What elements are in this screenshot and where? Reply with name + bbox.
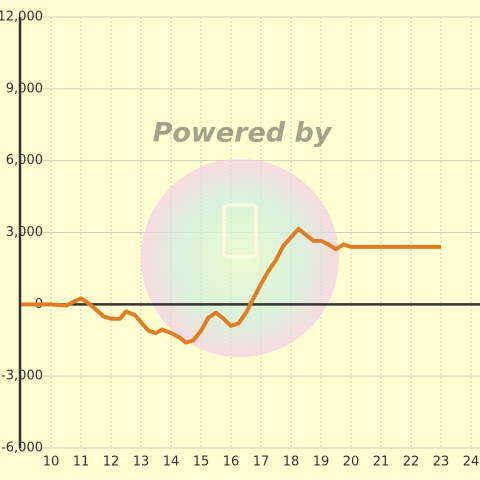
x-tick-label: 17: [253, 455, 270, 470]
y-tick-label: 3,000: [6, 225, 43, 240]
y-tick-label: 6,000: [6, 153, 43, 168]
y-tick-label: 9,000: [6, 81, 43, 96]
x-tick-label: 12: [103, 455, 120, 470]
x-tick-label: 24: [463, 455, 480, 470]
y-tick-label: -6,000: [1, 441, 43, 456]
line: [21, 226, 441, 345]
watermark-icon: [222, 203, 258, 259]
x-tick-label: 11: [73, 455, 90, 470]
y-tick-label: -3,000: [1, 369, 43, 384]
x-tick-label: 13: [133, 455, 150, 470]
x-tick-label: 15: [193, 455, 210, 470]
x-tick-label: 20: [343, 455, 360, 470]
x-tick-label: 22: [403, 455, 420, 470]
y-tick-label: 12,000: [0, 10, 43, 25]
x-tick-label: 18: [283, 455, 300, 470]
plot: -6,000-3,00003,0006,0009,00012,000101112…: [0, 10, 480, 470]
x-tick-label: 16: [223, 455, 240, 470]
watermark: Powered by: [153, 118, 333, 149]
x-tick-label: 23: [433, 455, 450, 470]
x-tick-label: 14: [163, 455, 180, 470]
x-tick-label: 19: [313, 455, 330, 470]
x-tick-label: 21: [373, 455, 390, 470]
x-tick-label: 10: [43, 455, 60, 470]
